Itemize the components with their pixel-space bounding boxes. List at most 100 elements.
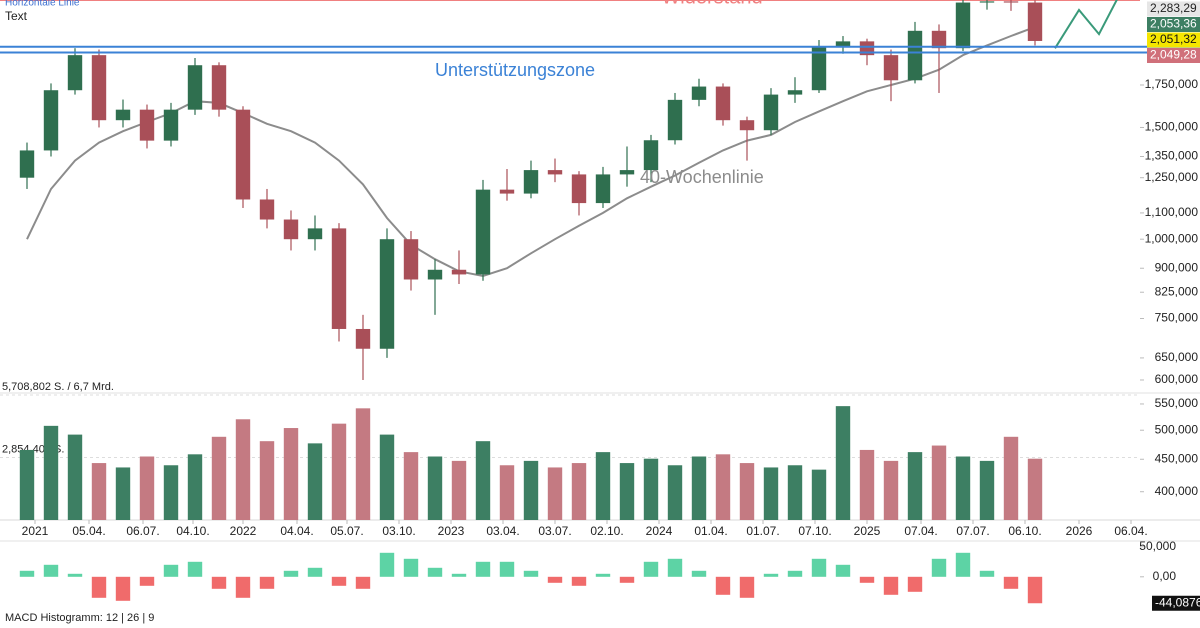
candle-body [67, 55, 83, 91]
y-tick-label: 1,000,000 [1145, 231, 1199, 245]
candle-body [811, 46, 827, 91]
candle-body [1003, 1, 1019, 3]
volume-bar [643, 458, 659, 520]
volume-bar [163, 465, 179, 520]
candle-body [307, 228, 323, 240]
volume-bar [43, 425, 59, 520]
candle-body [715, 86, 731, 121]
volume-bar [427, 456, 443, 520]
volume-bar [211, 436, 227, 520]
y-tick-label: 500,000 [1155, 422, 1199, 436]
volume-bar [355, 408, 371, 520]
volume-bar [1003, 436, 1019, 520]
x-tick-label: 2023 [438, 524, 465, 538]
x-tick-label: 2022 [230, 524, 257, 538]
price-tag-label: 2,053,36 [1150, 17, 1197, 31]
volume-bar [379, 434, 395, 520]
x-tick-label: 07.10. [798, 524, 831, 538]
x-tick-label: 05.07. [330, 524, 363, 538]
volume-bar [235, 419, 251, 520]
macd-bar [187, 561, 203, 577]
macd-bar [163, 564, 179, 577]
macd-bar [643, 561, 659, 577]
macd-bar [235, 576, 251, 598]
macd-bar [307, 567, 323, 577]
macd-title: MACD Histogramm: 12 | 26 | 9 [5, 612, 154, 624]
volume-bar [259, 441, 275, 520]
candle-body [619, 170, 635, 175]
macd-bar [115, 576, 131, 601]
candle-body [643, 140, 659, 171]
macd-bar [955, 552, 971, 577]
x-tick-label: 2026 [1066, 524, 1093, 538]
volume-bar [811, 469, 827, 520]
volume-bar [1027, 458, 1043, 520]
candle-body [475, 189, 491, 275]
macd-bar [475, 561, 491, 577]
volume-bar [499, 465, 515, 520]
candle-body [523, 170, 539, 194]
macd-last-tag [1152, 595, 1200, 611]
candle-body [163, 109, 179, 141]
x-tick-label: 04.10. [176, 524, 209, 538]
candle-body [259, 199, 275, 220]
y-tick-label: 1,750,000 [1145, 77, 1199, 91]
volume-panel: 2,854,401 S.5,708,802 S. / 6,7 Mrd. [0, 381, 1140, 520]
candle-body [835, 41, 851, 47]
price-tag [1147, 48, 1200, 63]
candle-body [187, 65, 203, 110]
candle-body [403, 239, 419, 280]
volume-bar [139, 456, 155, 520]
macd-bar [931, 558, 947, 577]
volume-bar [571, 463, 587, 520]
macd-bar [859, 576, 875, 583]
candle-body [235, 109, 251, 200]
y-tick-label: 750,000 [1155, 311, 1199, 325]
candle-body [499, 189, 515, 194]
volume-bar [547, 467, 563, 520]
x-tick-label: 03.07. [538, 524, 571, 538]
candle-body [979, 1, 995, 3]
macd-bar [259, 576, 275, 589]
volume-bar [187, 454, 203, 520]
candle-body [355, 328, 371, 349]
macd-bar [739, 576, 755, 598]
macd-bar [763, 573, 779, 577]
ma-label: 40-Wochenlinie [640, 167, 764, 187]
candle-body [115, 109, 131, 121]
volume-bar [331, 423, 347, 520]
candle-body [571, 174, 587, 204]
macd-bar [1027, 576, 1043, 604]
macd-bar [451, 573, 467, 577]
zone-label: Unterstützungszone [435, 60, 595, 80]
x-tick-label: 04.04. [280, 524, 313, 538]
volume-bar [739, 463, 755, 520]
volume-bar [403, 452, 419, 520]
volume-bar [595, 452, 611, 520]
macd-last-label: -44,0876 [1155, 595, 1200, 609]
candle-body [763, 94, 779, 131]
volume-bar [931, 445, 947, 520]
price-tag [1147, 1, 1200, 17]
macd-bar [667, 558, 683, 577]
x-tick-label: 06.04. [1114, 524, 1147, 538]
volume-bar [787, 465, 803, 520]
y-tick-label: 1,100,000 [1145, 205, 1199, 219]
candle-body [883, 55, 899, 81]
y-tick-label: 550,000 [1155, 396, 1199, 410]
price-tag-label: 2,049,28 [1150, 48, 1197, 62]
volume-bar [475, 441, 491, 520]
volume-bar [955, 456, 971, 520]
x-tick-label: 07.07. [956, 524, 989, 538]
x-tick-label: 03.10. [382, 524, 415, 538]
resistance-label: Widerstand [661, 0, 762, 8]
macd-tick-label: 0,00 [1153, 569, 1177, 583]
y-tick-label: 1,350,000 [1145, 149, 1199, 163]
candle-body [427, 269, 443, 280]
macd-bar [43, 564, 59, 577]
x-tick-label: 02.10. [590, 524, 623, 538]
y-tick-label: 1,500,000 [1145, 120, 1199, 134]
volume-bar [859, 449, 875, 520]
candle-body [691, 86, 707, 100]
